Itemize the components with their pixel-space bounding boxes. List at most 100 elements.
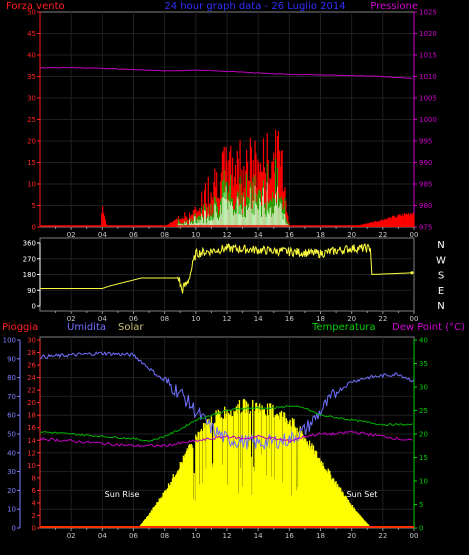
top-y-right-axis: 975 980 985 990 995 1000 1005 1010 1015 1020 1025: [413, 9, 437, 232]
y-tick-label: 1020: [419, 30, 437, 38]
x-tick-label: 12: [223, 315, 232, 323]
x-tick-label: 20: [347, 231, 356, 239]
y-tick-label: 16: [27, 424, 36, 432]
x-tick-label: 10: [191, 315, 200, 323]
humidity-line: [39, 351, 415, 450]
y-tick-label: 985: [419, 181, 432, 189]
x-tick-label: 00: [410, 532, 419, 540]
label-solar: Solar: [118, 322, 144, 333]
y-tick-label: 1005: [419, 95, 437, 103]
x-tick-label: 12: [223, 231, 232, 239]
y-tick-label: 80: [7, 374, 16, 382]
temperature-line: [39, 405, 413, 443]
compass-letter: E: [438, 286, 444, 297]
y-tick-label: 100: [3, 337, 16, 345]
y-tick-label: 20: [7, 487, 16, 495]
x-tick-label: 10: [191, 231, 200, 239]
y-tick-label: 14: [27, 437, 36, 445]
y-tick-label: 5: [32, 202, 36, 210]
y-tick-label: 24: [27, 374, 36, 382]
y-tick-label: 0: [32, 303, 36, 311]
y-tick-label: 980: [419, 202, 432, 210]
x-tick-label: 16: [285, 532, 294, 540]
y-tick-label: 12: [27, 449, 36, 457]
y-tick-label: 35: [27, 73, 36, 81]
x-tick-label: 16: [285, 315, 294, 323]
x-tick-label: 22: [378, 315, 387, 323]
wind-grid: [40, 238, 414, 311]
y-tick-label: 1010: [419, 73, 437, 81]
y-tick-label: 20: [27, 138, 36, 146]
top-right-title: Pressione: [370, 1, 418, 12]
top-panel: Forza vento 24 hour graph data - 26 Lugl…: [6, 1, 437, 239]
chart-title: 24 hour graph data - 26 Luglio 2014: [164, 1, 345, 12]
y-tick-label: 995: [419, 138, 432, 146]
y-tick-label: 990: [419, 159, 432, 167]
y-tick-label: 15: [419, 454, 428, 462]
x-tick-label: 20: [347, 532, 356, 540]
x-tick-label: 18: [316, 532, 325, 540]
sunrise-label: Sun Rise: [105, 490, 140, 499]
y-tick-label: 26: [27, 362, 36, 370]
x-tick-label: 22: [378, 532, 387, 540]
y-tick-label: 20: [27, 399, 36, 407]
y-tick-label: 6: [32, 487, 37, 495]
x-tick-label: 04: [98, 315, 107, 323]
top-y-left-axis: 0 5 10 15 20 25 30 35 40 45 50: [27, 9, 41, 232]
y-tick-label: 30: [419, 384, 428, 392]
label-umidita: Umidita: [67, 322, 106, 333]
y-tick-label: 10: [419, 478, 428, 486]
y-tick-label: 1000: [419, 116, 437, 124]
sunset-label: Sun Set: [347, 490, 378, 499]
y-tick-label: 8: [32, 474, 36, 482]
y-tick-label: 0: [419, 525, 423, 533]
y-tick-label: 4: [32, 499, 37, 507]
x-tick-label: 02: [67, 315, 76, 323]
y-tick-label: 1015: [419, 52, 437, 60]
x-tick-label: 14: [254, 532, 263, 540]
x-tick-label: 08: [160, 532, 169, 540]
y-tick-label: 15: [27, 159, 36, 167]
y-tick-label: 35: [419, 360, 428, 368]
wind-x-axis: 02 04 06 08 10 12 14 16 18 20 22 00: [55, 311, 418, 323]
label-pioggia: Pioggia: [2, 322, 38, 333]
x-tick-label: 12: [223, 532, 232, 540]
bottom-plot: [39, 351, 415, 528]
y-tick-label: 270: [23, 255, 36, 263]
wind-plot: [40, 242, 414, 294]
compass-letter: S: [438, 271, 444, 282]
x-tick-label: 18: [316, 231, 325, 239]
y-tick-label: 30: [7, 468, 16, 476]
label-dewpoint: Dew Point (°C): [392, 322, 465, 333]
y-tick-label: 0: [32, 224, 36, 232]
y-tick-label: 0: [32, 525, 36, 533]
bottom-x-axis: 02 04 06 08 10 12 14 16 18 20 22 00: [55, 528, 419, 540]
x-tick-label: 02: [67, 231, 76, 239]
y-tick-label: 40: [7, 449, 16, 457]
wind-direction-endpoint: [410, 271, 414, 275]
wind-direction-line: [40, 242, 414, 294]
y-tick-label: 20: [419, 431, 428, 439]
x-tick-label: 06: [129, 231, 138, 239]
y-tick-label: 25: [27, 116, 36, 124]
x-tick-label: 04: [98, 231, 107, 239]
x-tick-label: 14: [254, 231, 263, 239]
y-tick-label: 360: [23, 240, 36, 248]
y-tick-label: 50: [7, 431, 16, 439]
x-tick-label: 14: [254, 315, 263, 323]
dew-point-line: [39, 430, 413, 448]
compass-letter: N: [437, 301, 444, 312]
y-tick-label: 25: [419, 407, 428, 415]
y-tick-label: 90: [27, 287, 36, 295]
y-tick-label: 10: [27, 462, 36, 470]
y-tick-label: 60: [7, 412, 16, 420]
wind-y-axis: 0 90 180 270 360: [23, 240, 41, 311]
x-tick-label: 06: [129, 315, 138, 323]
top-left-title: Forza vento: [6, 1, 65, 12]
humidity-axis: 0 10 20 30 40 50 60 70 80 90 100: [3, 337, 21, 533]
x-tick-label: 02: [67, 532, 76, 540]
compass-letter: W: [436, 255, 446, 266]
pressure-line: [39, 66, 413, 80]
